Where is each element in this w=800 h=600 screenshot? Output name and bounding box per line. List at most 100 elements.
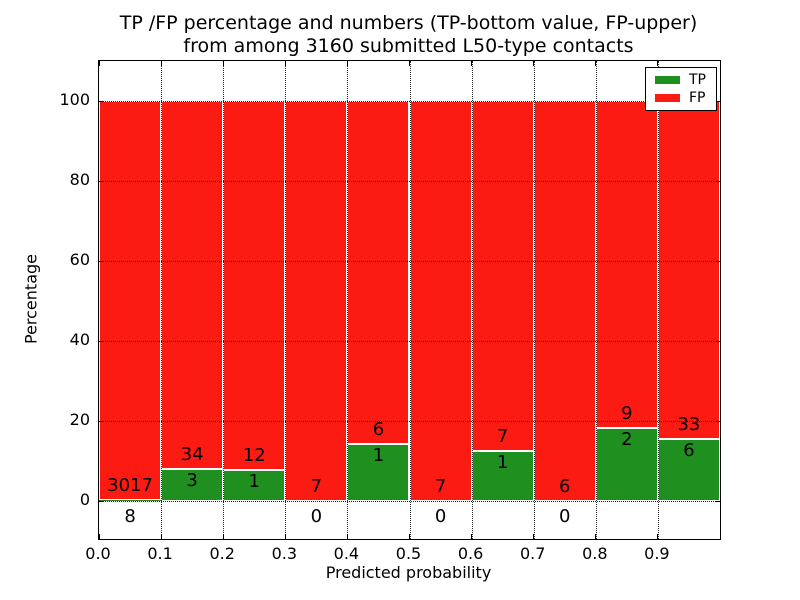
y-tick-mark [715, 180, 720, 182]
y-tick-label: 0 [79, 490, 90, 509]
gridline-horizontal [99, 501, 720, 502]
fp-count-label: 6 [559, 476, 571, 497]
gridline-vertical [223, 61, 225, 539]
y-tick-mark [715, 340, 720, 342]
y-tick-mark [99, 180, 104, 182]
chart-title-line2: from among 3160 submitted L50-type conta… [183, 35, 634, 57]
legend-item-fp: FP [655, 91, 716, 105]
y-tick-mark [715, 100, 720, 102]
x-tick-mark [160, 61, 162, 66]
x-tick-label: 0.5 [395, 544, 422, 563]
bar-fp-segment [223, 101, 286, 471]
x-tick-label: 0.7 [519, 544, 546, 563]
x-axis-title: Predicted probability [325, 563, 492, 582]
x-tick-mark [533, 534, 535, 539]
x-tick-mark [471, 61, 473, 66]
x-tick-mark [346, 61, 348, 66]
gridline-horizontal [99, 181, 720, 182]
fp-count-label: 12 [242, 445, 266, 467]
x-tick-label: 0.1 [147, 544, 173, 563]
y-tick-mark [715, 260, 720, 262]
plot-area: 3017 8 34 3 12 1 7 0 6 1 7 0 7 1 6 0 9 2 33 6 TP FP [98, 60, 721, 540]
y-tick-label: 20 [69, 410, 90, 429]
tp-count-label: 1 [248, 471, 260, 493]
tp-count-label: 0 [559, 506, 571, 527]
x-tick-mark [595, 534, 597, 539]
bar-fp-segment [161, 101, 224, 469]
bar-tp-segment [99, 499, 162, 501]
bar-fp-segment [471, 101, 534, 451]
gridline-vertical [347, 61, 349, 539]
y-tick-label: 60 [69, 250, 90, 269]
bar-tp-segment [657, 439, 720, 501]
chart-title-line1: TP /FP percentage and numbers (TP-bottom… [119, 12, 698, 34]
legend-label-fp: FP [689, 90, 706, 106]
chart-title: TP /FP percentage and numbers (TP-bottom… [98, 12, 719, 58]
x-tick-label: 0.9 [644, 544, 670, 563]
x-tick-label: 0.0 [85, 544, 111, 563]
x-tick-mark [222, 534, 224, 539]
bar-fp-segment [595, 101, 658, 429]
x-tick-mark [409, 534, 410, 539]
legend-label-tp: TP [689, 72, 706, 88]
fp-count-label: 34 [180, 443, 204, 465]
tp-count-label: 1 [496, 452, 509, 473]
bar-fp-segment [533, 101, 596, 501]
x-tick-mark [346, 534, 348, 539]
x-tick-label: 0.2 [209, 544, 235, 563]
tp-count-label: 2 [621, 429, 633, 451]
y-tick-mark [99, 420, 104, 422]
tp-count-label: 3 [186, 469, 198, 491]
x-tick-mark [284, 61, 286, 66]
x-tick-mark [657, 534, 659, 539]
y-tick-mark [715, 420, 720, 422]
gridline-horizontal [99, 421, 720, 422]
fp-count-label: 3017 [107, 474, 153, 496]
x-tick-mark [98, 61, 100, 66]
bar-fp-segment [347, 101, 410, 444]
legend: TP FP [645, 67, 717, 111]
tp-count-label: 1 [372, 444, 385, 466]
y-axis-title: Percentage [21, 253, 41, 345]
y-tick-mark [99, 260, 104, 262]
x-tick-mark [284, 534, 286, 539]
x-tick-mark [471, 534, 473, 539]
x-tick-label: 0.3 [271, 544, 298, 563]
gridline-vertical [595, 61, 597, 539]
fp-count-label: 33 [677, 414, 701, 436]
tp-count-label: 6 [683, 440, 695, 462]
x-tick-mark [160, 534, 162, 539]
x-tick-mark [533, 61, 535, 66]
bar-fp-segment [285, 101, 348, 501]
gridline-vertical [161, 61, 163, 539]
fp-count-label: 7 [496, 426, 509, 447]
x-tick-mark [98, 534, 100, 539]
gridline-horizontal [99, 101, 720, 102]
x-tick-mark [409, 61, 410, 66]
x-tick-label: 0.6 [457, 544, 484, 563]
bar-fp-segment [99, 101, 162, 500]
gridline-horizontal [99, 261, 720, 262]
y-tick-label: 80 [69, 170, 90, 189]
gridline-horizontal [99, 341, 720, 342]
gridline-vertical [471, 61, 473, 539]
gridline-vertical [409, 61, 411, 539]
fp-count-label: 7 [310, 476, 323, 497]
y-tick-mark [99, 500, 104, 502]
legend-swatch-tp [655, 76, 680, 84]
fp-count-label: 7 [434, 476, 447, 497]
tp-count-label: 0 [310, 506, 323, 527]
x-tick-mark [595, 61, 597, 66]
gridline-vertical [533, 61, 535, 539]
y-tick-mark [99, 100, 104, 102]
bar-tp-segment [595, 428, 658, 501]
tp-count-label: 8 [124, 506, 136, 527]
x-tick-label: 0.8 [582, 544, 608, 563]
bar-fp-segment [409, 101, 472, 501]
y-tick-label: 40 [69, 330, 90, 349]
y-tick-label: 100 [59, 90, 90, 109]
tp-count-label: 0 [434, 506, 447, 527]
gridline-vertical [285, 61, 287, 539]
legend-item-tp: TP [655, 73, 716, 87]
fp-count-label: 6 [372, 418, 385, 440]
